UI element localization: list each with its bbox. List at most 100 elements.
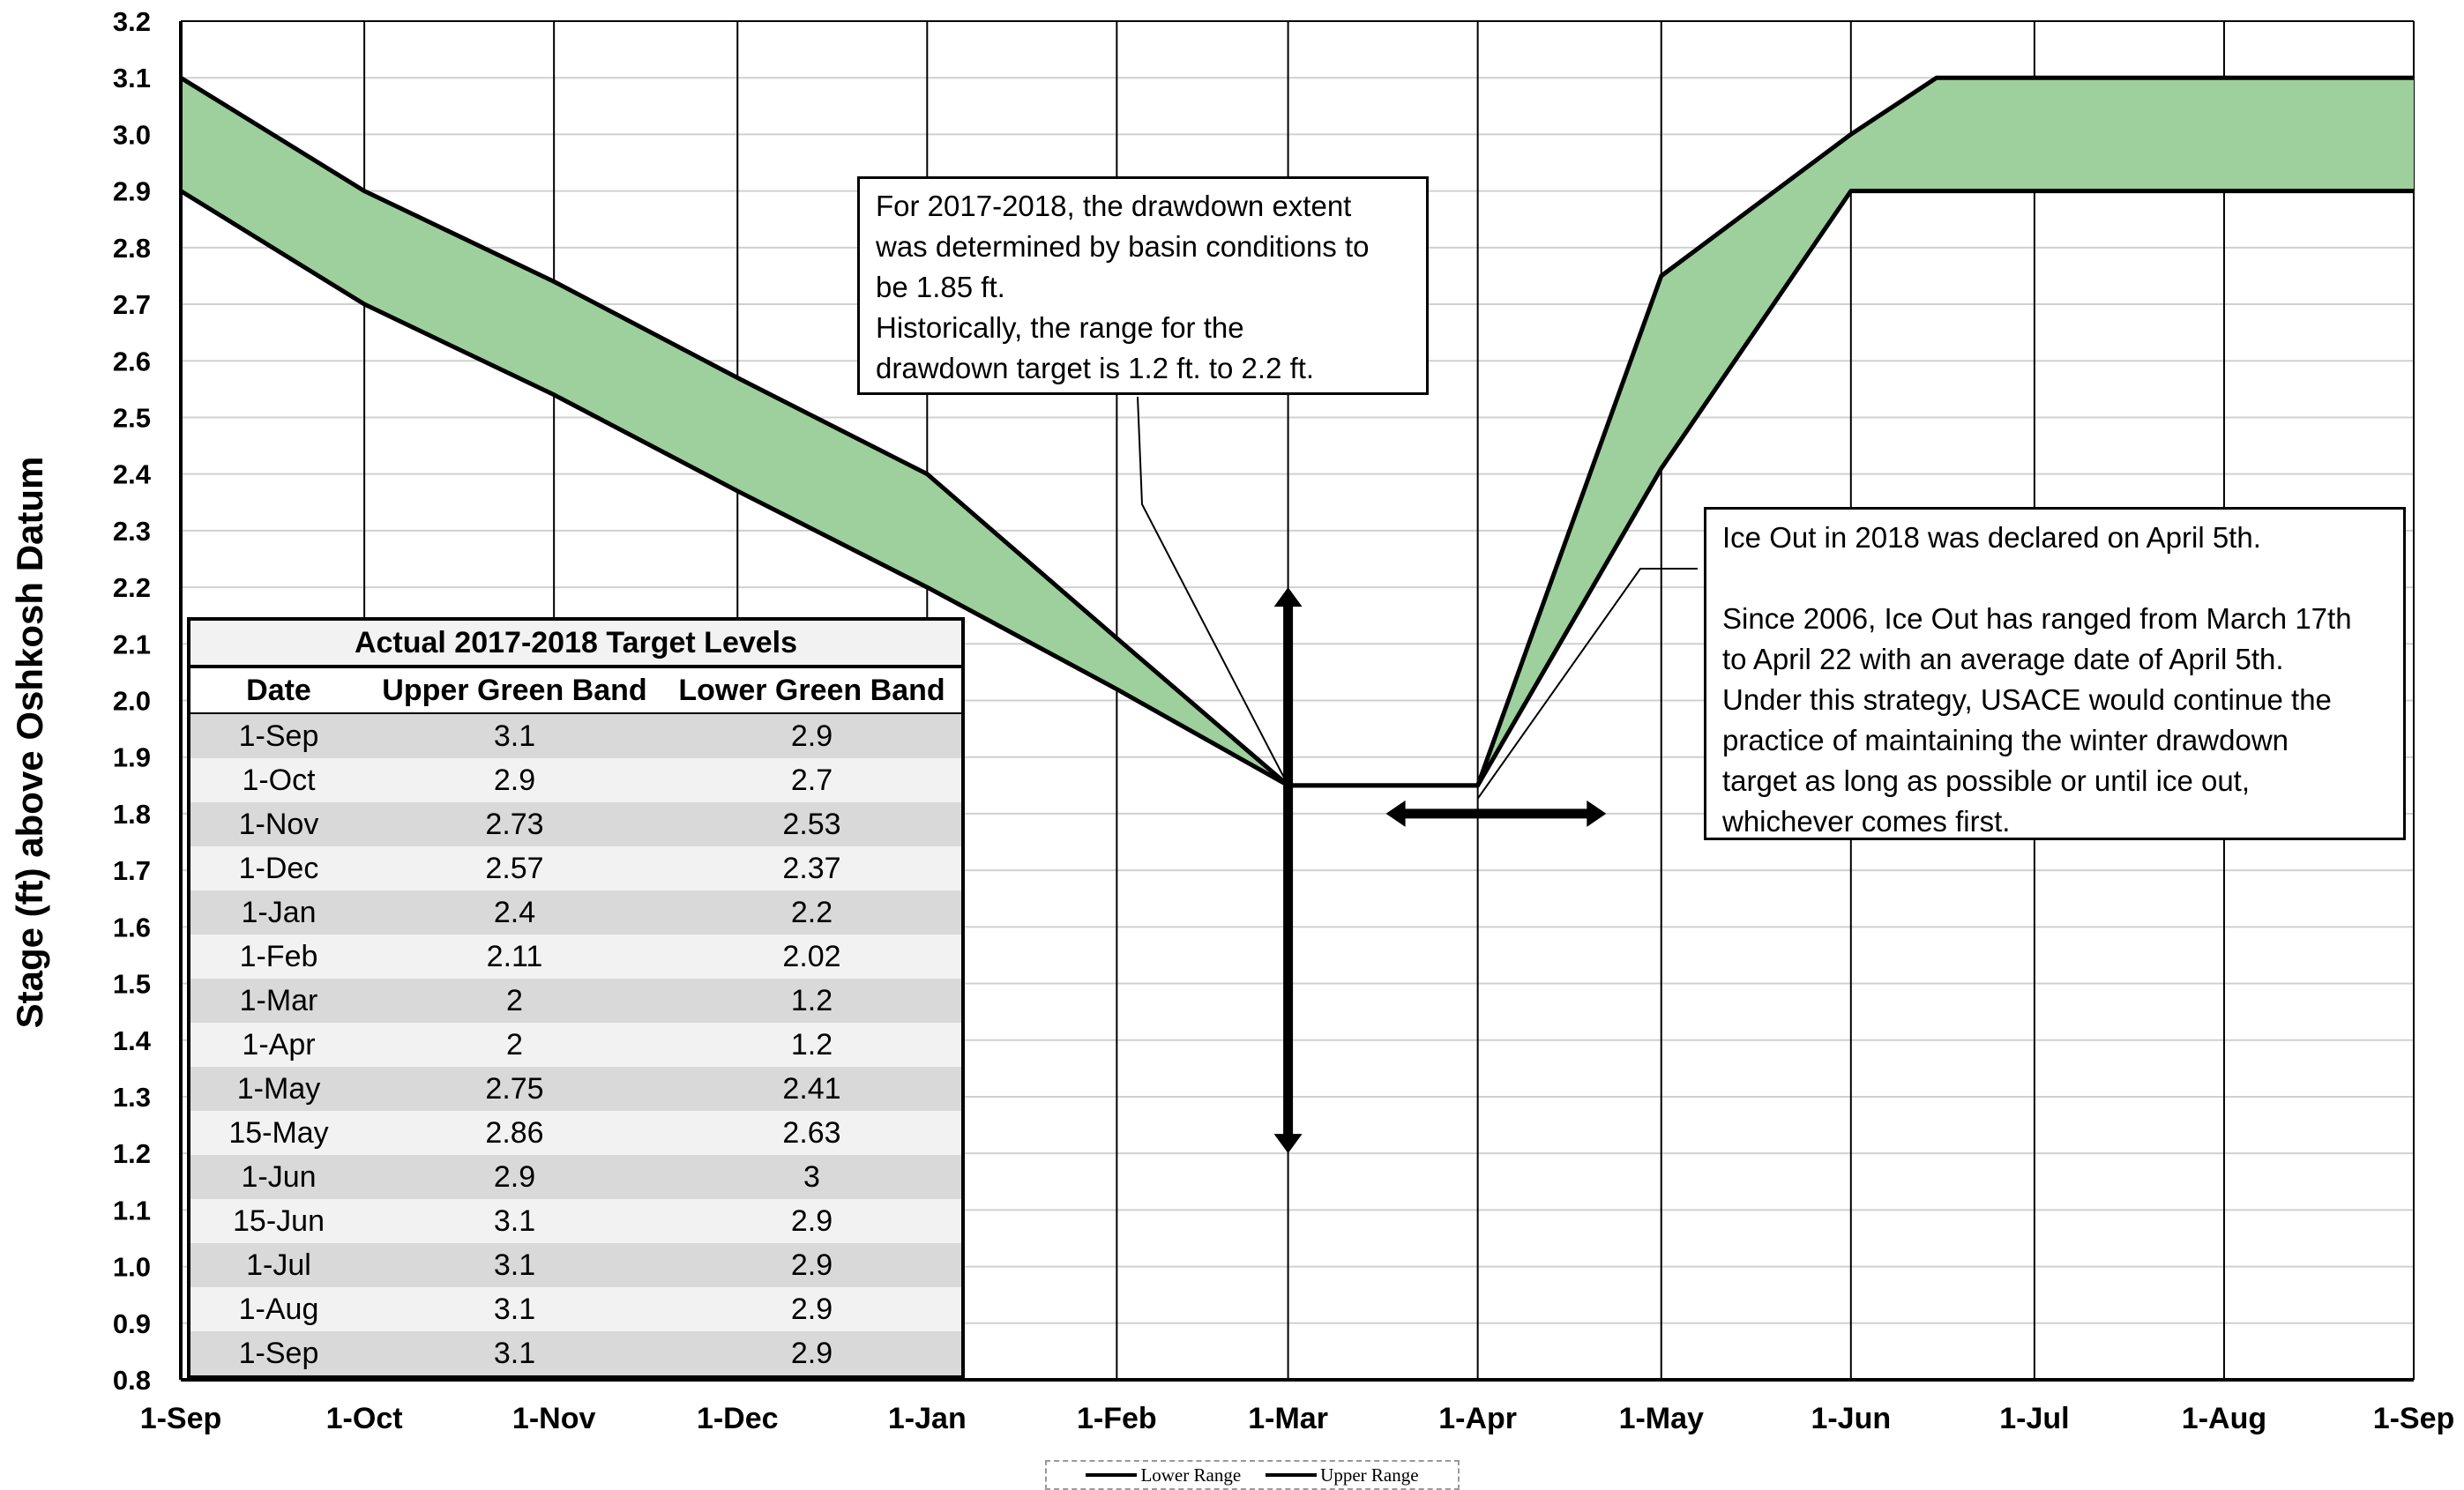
chart-legend: Lower Range Upper Range (1045, 1460, 1460, 1490)
table-cell: 1-Nov (238, 808, 319, 841)
table-row: 1-Sep 3.1 2.9 (190, 1331, 961, 1375)
table-row: 1-Mar 2 1.2 (190, 979, 961, 1023)
x-tick-label: 1-Aug (2182, 1402, 2266, 1435)
table-body: 1-Sep 3.1 2.9 1-Oct 2.9 2.7 1-Nov 2.73 2.53 1-Dec… (190, 714, 961, 1375)
table-row: 1-Feb 2.11 2.02 (190, 935, 961, 979)
table-cell: 3.1 (493, 1337, 536, 1370)
lower-range-line (179, 189, 2414, 788)
table-cell: 2.02 (782, 940, 841, 973)
y-tick-label: 2.4 (113, 459, 152, 490)
y-tick-label: 1.4 (113, 1025, 152, 1056)
y-tick-label: 0.9 (113, 1308, 151, 1339)
y-tick-label: 2.0 (113, 686, 151, 717)
table-row: 1-Jan 2.4 2.2 (190, 890, 961, 935)
y-tick-label: 2.6 (113, 346, 151, 376)
legend-item-upper: Upper Range (1266, 1464, 1419, 1486)
table-cell: 1.2 (790, 984, 833, 1017)
ice-out-range-arrow-head-right (1587, 800, 1607, 827)
table-cell: 1-Sep (238, 1337, 319, 1370)
x-tick-label: 1-May (1619, 1402, 1704, 1435)
table-row: 1-Aug 3.1 2.9 (190, 1287, 961, 1331)
x-tick-label: 1-Apr (1438, 1402, 1517, 1435)
table-cell: 2.9 (790, 1337, 833, 1370)
legend-item-lower: Lower Range (1086, 1464, 1241, 1486)
y-tick-label: 3.0 (113, 119, 151, 150)
y-tick-label: 1.8 (113, 799, 151, 830)
table-cell: 2.63 (782, 1116, 841, 1150)
table-cell: 2.9 (790, 1204, 833, 1238)
ice-out-annotation-leader (1476, 568, 1698, 800)
y-tick-label: 3.2 (113, 6, 151, 37)
legend-swatch-upper (1266, 1473, 1318, 1477)
table-cell: 2.9 (493, 764, 536, 797)
y-tick-label: 1.0 (113, 1252, 151, 1283)
table-cell: 15-Jun (233, 1204, 325, 1238)
column-header-date: Date (246, 674, 311, 707)
y-tick-label: 2.8 (113, 233, 151, 264)
table-row: 1-Apr 2 1.2 (190, 1023, 961, 1067)
y-tick-label: 2.7 (113, 289, 151, 320)
table-cell: 1-Jul (246, 1248, 311, 1282)
annotation-leader-lines (1137, 396, 1698, 800)
x-tick-label: 1-Jan (888, 1402, 967, 1435)
y-tick-label: 3.1 (113, 63, 151, 93)
table-row: 1-Sep 3.1 2.9 (190, 714, 961, 758)
y-tick-label: 2.2 (113, 572, 151, 603)
table-cell: 1-Aug (238, 1293, 319, 1326)
table-row: 15-Jun 3.1 2.9 (190, 1199, 961, 1243)
y-tick-label: 2.5 (113, 402, 151, 433)
y-tick-label: 1.9 (113, 742, 151, 773)
table-cell: 1-Jan (241, 896, 317, 929)
y-tick-label: 0.8 (113, 1365, 151, 1396)
table-row: 1-Oct 2.9 2.7 (190, 758, 961, 802)
table-cell: 2.7 (790, 764, 833, 797)
column-header-lower: Lower Green Band (678, 674, 945, 707)
table-cell: 2 (506, 1028, 523, 1062)
drawdown-annotation-leader (1137, 396, 1289, 786)
x-tick-labels: 1-Sep 1-Oct 1-Nov 1-Dec 1-Jan 1-Feb 1-Mar 1-Apr… (140, 1402, 2455, 1435)
column-header-upper: Upper Green Band (382, 674, 647, 707)
y-tick-label: 2.9 (113, 176, 151, 207)
table-cell: 3.1 (493, 719, 536, 753)
table-row: 1-Dec 2.57 2.37 (190, 846, 961, 890)
x-tick-label: 1-Oct (326, 1402, 403, 1435)
table-cell: 2.11 (486, 940, 543, 973)
legend-swatch-lower (1086, 1473, 1138, 1477)
table-cell: 2.75 (485, 1072, 544, 1106)
x-tick-label: 1-Sep (140, 1402, 222, 1435)
table-row: 1-Nov 2.73 2.53 (190, 802, 961, 846)
y-tick-label: 1.2 (113, 1138, 151, 1169)
table-cell: 2.9 (790, 1248, 833, 1282)
x-tick-label: 1-Feb (1077, 1402, 1157, 1435)
y-tick-labels: 0.8 0.9 1.0 1.1 1.2 1.3 1.4 1.5 1.6 1.7 1.8 1.9 2.0 2… (113, 6, 152, 1396)
y-tick-label: 1.7 (113, 855, 151, 886)
table-header-row: Date Upper Green Band Lower Green Band (190, 668, 961, 714)
y-tick-label: 1.5 (113, 969, 151, 1000)
ice-out-range-arrow-head-left (1385, 800, 1406, 827)
table-cell: 1-Sep (238, 719, 319, 753)
table-row: 1-Jun 2.9 3 (190, 1155, 961, 1199)
table-cell: 1-Dec (238, 852, 319, 885)
table-title: Actual 2017-2018 Target Levels (190, 621, 961, 668)
table-cell: 3.1 (493, 1248, 536, 1282)
table-cell: 1-Jun (241, 1160, 317, 1194)
table-row: 1-Jul 3.1 2.9 (190, 1243, 961, 1287)
table-cell: 1-Feb (239, 940, 318, 973)
table-cell: 2.57 (485, 852, 544, 885)
y-tick-label: 1.6 (113, 912, 151, 942)
table-cell: 2.37 (782, 852, 841, 885)
x-tick-label: 1-Jul (1999, 1402, 2069, 1435)
target-levels-table: Actual 2017-2018 Target Levels Date Uppe… (187, 617, 965, 1379)
table-cell: 2 (506, 984, 523, 1017)
table-cell: 2.53 (782, 808, 841, 841)
range-arrows (1273, 587, 1607, 1154)
table-cell: 2.9 (493, 1160, 536, 1194)
table-cell: 1-Mar (239, 984, 318, 1017)
legend-label-lower: Lower Range (1140, 1464, 1242, 1486)
table-cell: 2.86 (485, 1116, 544, 1150)
x-tick-label: 1-Nov (512, 1402, 596, 1435)
x-tick-label: 1-Sep (2373, 1402, 2455, 1435)
y-tick-label: 2.3 (113, 516, 151, 547)
table-cell: 15-May (228, 1116, 329, 1150)
